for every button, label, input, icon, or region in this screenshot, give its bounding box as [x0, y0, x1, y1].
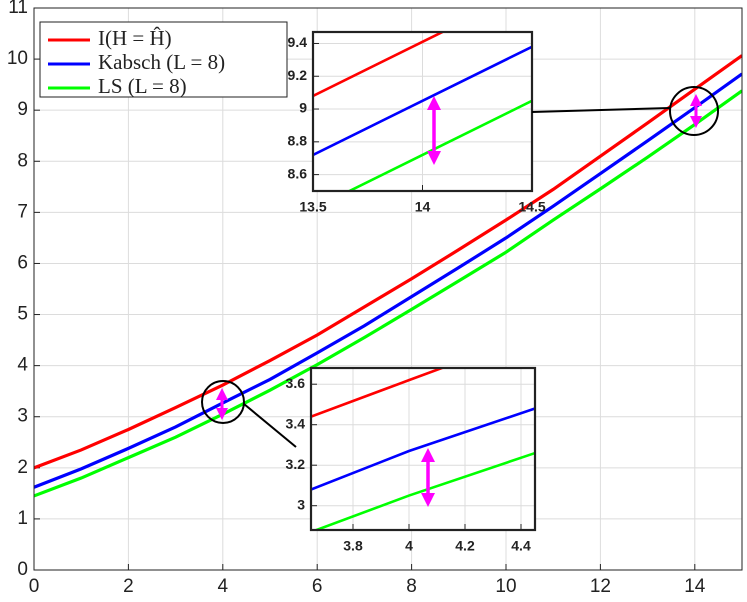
zoom-connector — [531, 107, 671, 113]
plot-lines — [34, 54, 742, 498]
y-tick-label: 1 — [17, 508, 28, 529]
y-tick-label: 5 — [17, 304, 28, 325]
y-tick-label: 9.4 — [288, 34, 308, 50]
series-line — [34, 72, 742, 489]
y-tick-label: 10 — [7, 48, 28, 69]
x-tick-label: 8 — [406, 576, 417, 597]
x-tick-label: 14.5 — [518, 199, 545, 215]
series-line — [311, 407, 535, 491]
y-tick-label: 3.6 — [286, 375, 306, 391]
x-tick-label: 3.8 — [343, 538, 363, 554]
legend-box — [39, 21, 288, 98]
y-tick-label: 9 — [17, 99, 28, 120]
axes-frame — [33, 7, 743, 571]
x-tick-label: 4.4 — [511, 538, 531, 554]
legend-label: Kabsch (L = 8) — [98, 50, 225, 74]
series-line — [346, 99, 532, 191]
legend-label: LS (L = 8) — [98, 74, 187, 98]
y-tick-label: 7 — [17, 201, 28, 222]
y-tick-label: 8.8 — [288, 133, 308, 149]
y-tick-label: 8.6 — [288, 165, 308, 181]
y-tick-label: 3.4 — [286, 415, 306, 431]
y-tick-label: 3.2 — [286, 456, 306, 472]
legend-label: I(H = Ĥ) — [98, 26, 172, 50]
axes-frame — [309, 366, 537, 532]
y-tick-label: 0 — [17, 559, 28, 580]
x-tick-label: 2 — [123, 576, 134, 597]
zoom-circle — [201, 380, 245, 424]
x-tick-label: 12 — [590, 576, 611, 597]
series-line — [313, 45, 532, 157]
x-tick-label: 14 — [415, 199, 431, 215]
series-line — [312, 451, 535, 530]
series-line — [34, 89, 742, 498]
plot-lines — [311, 368, 535, 530]
y-tick-label: 9 — [299, 100, 307, 116]
x-tick-label: 4.2 — [455, 538, 475, 554]
x-tick-label: 14 — [684, 576, 706, 597]
series-line — [313, 32, 446, 98]
x-tick-label: 10 — [495, 576, 516, 597]
plot-lines — [313, 32, 532, 191]
series-line — [34, 54, 742, 470]
y-tick-label: 8 — [17, 150, 28, 171]
y-tick-label: 9.2 — [288, 67, 308, 83]
y-tick-label: 3 — [17, 406, 28, 427]
zoom-circle — [669, 86, 719, 136]
x-tick-label: 6 — [312, 576, 323, 597]
series-line — [311, 368, 446, 418]
x-tick-label: 4 — [218, 576, 229, 597]
zoom-connector — [243, 403, 297, 448]
y-tick-label: 6 — [17, 252, 28, 273]
y-tick-label: 2 — [17, 457, 28, 478]
y-tick-label: 4 — [17, 355, 28, 376]
x-tick-label: 4 — [405, 538, 413, 554]
x-tick-label: 13.5 — [299, 199, 326, 215]
x-tick-label: 0 — [29, 576, 40, 597]
y-tick-label: 11 — [8, 0, 28, 18]
y-tick-label: 3 — [297, 496, 305, 512]
